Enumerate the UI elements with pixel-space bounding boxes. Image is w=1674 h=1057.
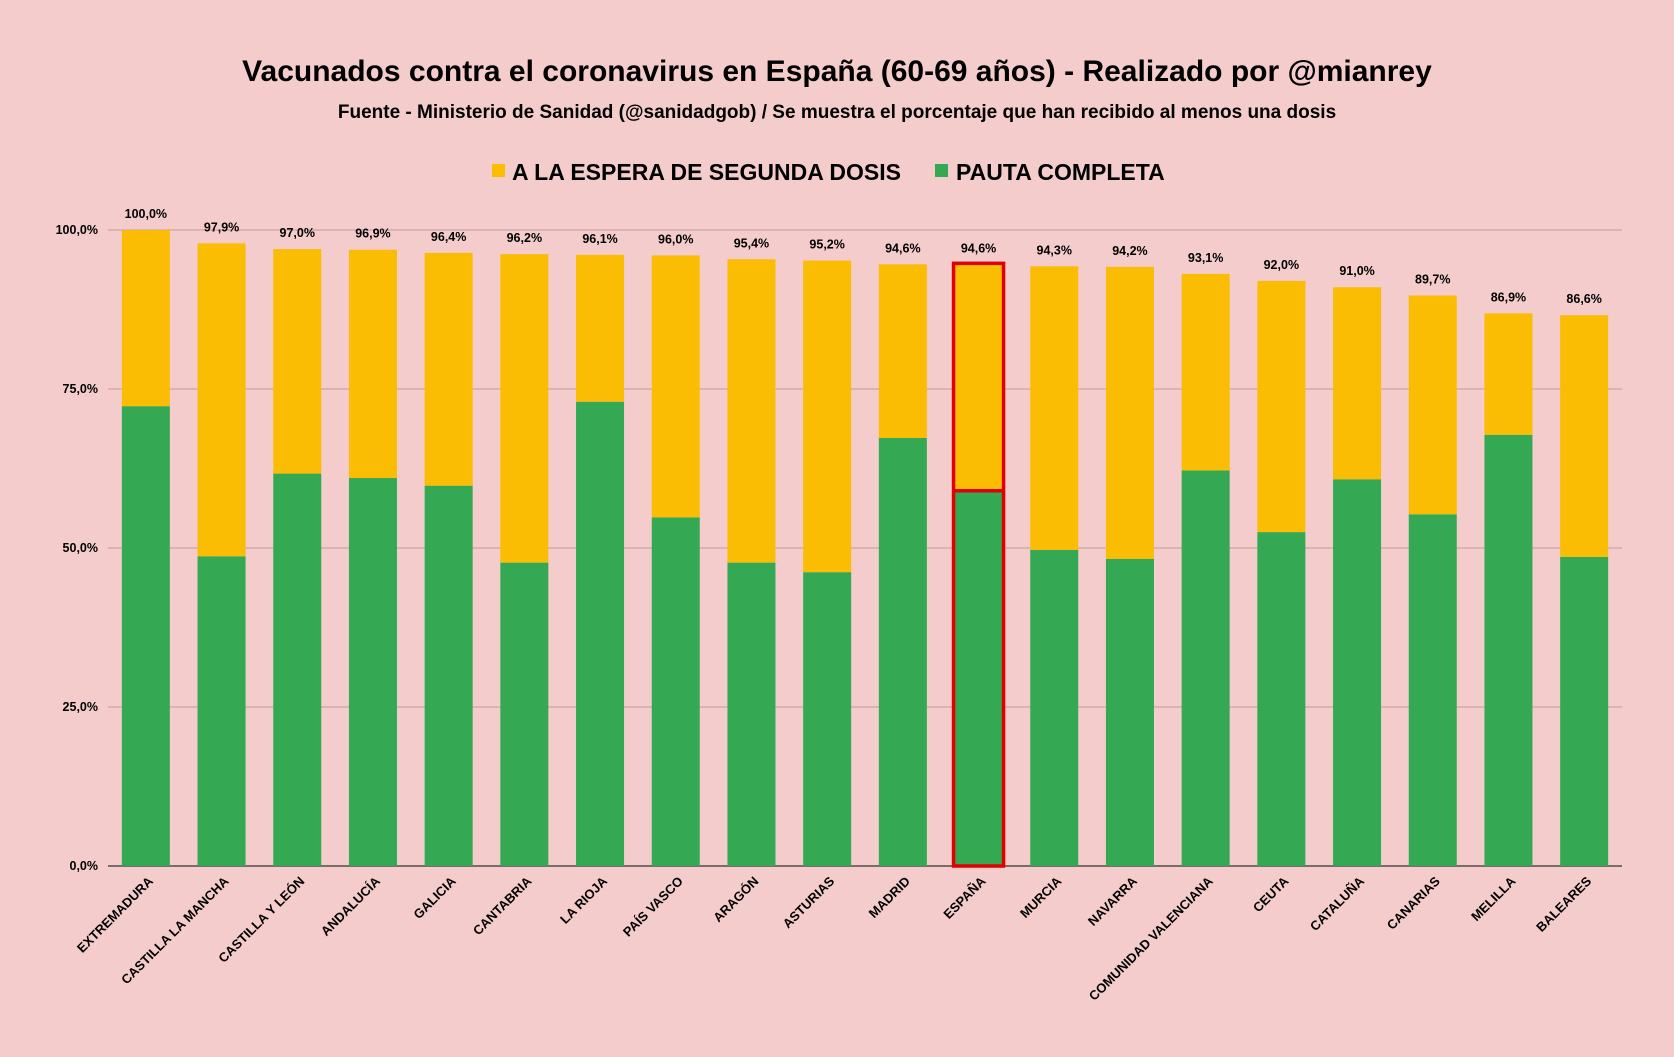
total-data-label: 91,0%	[1339, 264, 1374, 278]
bar-espera-segunda-dosis	[803, 260, 852, 573]
total-data-label: 96,1%	[582, 232, 617, 246]
bar-espera-segunda-dosis	[727, 259, 776, 563]
total-data-label: 97,9%	[204, 220, 239, 234]
bar-pauta-completa	[576, 401, 625, 866]
bar-pauta-completa	[348, 478, 397, 866]
y-axis-tick-labels: 0,0% 25,0% 50,0% 75,0% 100,0%	[56, 223, 98, 873]
bar-pauta-completa	[424, 485, 473, 866]
bar-espera-segunda-dosis	[1484, 313, 1533, 435]
bar-espera-segunda-dosis	[1257, 280, 1306, 533]
bar-pauta-completa	[651, 517, 700, 866]
total-data-label: 96,4%	[431, 230, 466, 244]
total-data-label: 100,0%	[125, 207, 167, 221]
bar-espera-segunda-dosis	[1560, 315, 1609, 557]
total-data-label: 94,2%	[1112, 244, 1147, 258]
y-tick-label: 25,0%	[63, 700, 98, 714]
legend-label-pauta: PAUTA COMPLETA	[956, 159, 1165, 185]
legend-label-espera: A LA ESPERA DE SEGUNDA DOSIS	[512, 159, 901, 185]
bar-pauta-completa	[121, 406, 170, 866]
total-data-label: 92,0%	[1264, 258, 1299, 272]
highlight-layer	[951, 261, 1006, 868]
bar-espera-segunda-dosis	[1181, 273, 1230, 471]
bar-series	[121, 230, 1609, 866]
bar-pauta-completa	[954, 490, 1003, 866]
bar-pauta-completa	[273, 473, 322, 866]
bar-espera-segunda-dosis	[1408, 295, 1457, 515]
total-data-label: 86,6%	[1566, 292, 1601, 306]
bar-pauta-completa	[197, 556, 246, 866]
bar-pauta-completa	[1560, 556, 1609, 866]
bar-pauta-completa	[1333, 479, 1382, 866]
y-tick-label: 50,0%	[63, 541, 98, 555]
total-data-label: 96,0%	[658, 232, 693, 246]
bar-espera-segunda-dosis	[954, 264, 1003, 491]
bar-espera-segunda-dosis	[1030, 266, 1079, 550]
data-labels: 100,0% 97,9% 97,0% 96,9% 96,4% 96,2% 96,1% 96,0…	[125, 207, 1602, 306]
total-data-label: 96,2%	[507, 231, 542, 245]
bar-pauta-completa	[1181, 470, 1230, 866]
bar-espera-segunda-dosis	[197, 243, 246, 557]
y-tick-label: 75,0%	[63, 382, 98, 396]
y-tick-label: 0,0%	[70, 859, 99, 873]
chart-legend: A LA ESPERA DE SEGUNDA DOSIS PAUTA COMPL…	[492, 159, 1165, 185]
bar-pauta-completa	[878, 437, 927, 866]
total-data-label: 89,7%	[1415, 273, 1450, 287]
bar-espera-segunda-dosis	[576, 254, 625, 402]
bar-pauta-completa	[1408, 514, 1457, 866]
chart-title: Vacunados contra el coronavirus en Españ…	[242, 55, 1432, 88]
bar-pauta-completa	[803, 572, 852, 866]
bar-espera-segunda-dosis	[1105, 266, 1154, 559]
bar-espera-segunda-dosis	[273, 249, 322, 474]
legend-swatch-pauta	[935, 164, 948, 177]
total-data-label: 94,6%	[885, 241, 920, 255]
bar-espera-segunda-dosis	[1333, 287, 1382, 480]
bar-pauta-completa	[727, 562, 776, 866]
bar-espera-segunda-dosis	[121, 230, 170, 407]
total-data-label: 94,6%	[961, 241, 996, 255]
bar-pauta-completa	[1484, 434, 1533, 866]
bar-espera-segunda-dosis	[424, 252, 473, 486]
bar-pauta-completa	[1030, 549, 1079, 866]
highlight-outline-total	[951, 261, 1006, 868]
bar-espera-segunda-dosis	[878, 264, 927, 438]
total-data-label: 94,3%	[1037, 243, 1072, 257]
total-data-label: 93,1%	[1188, 251, 1223, 265]
bar-espera-segunda-dosis	[500, 254, 549, 563]
y-tick-label: 100,0%	[56, 223, 98, 237]
bar-pauta-completa	[1257, 532, 1306, 866]
total-data-label: 95,2%	[809, 238, 844, 252]
bar-pauta-completa	[1105, 558, 1154, 866]
legend-swatch-espera	[492, 164, 505, 177]
bar-espera-segunda-dosis	[651, 255, 700, 518]
total-data-label: 97,0%	[280, 226, 315, 240]
total-data-label: 86,9%	[1491, 290, 1526, 304]
bar-espera-segunda-dosis	[348, 249, 397, 479]
total-data-label: 96,9%	[355, 227, 390, 241]
total-data-label: 95,4%	[734, 236, 769, 250]
chart-subtitle: Fuente - Ministerio de Sanidad (@sanidad…	[338, 102, 1336, 123]
bar-pauta-completa	[500, 562, 549, 866]
